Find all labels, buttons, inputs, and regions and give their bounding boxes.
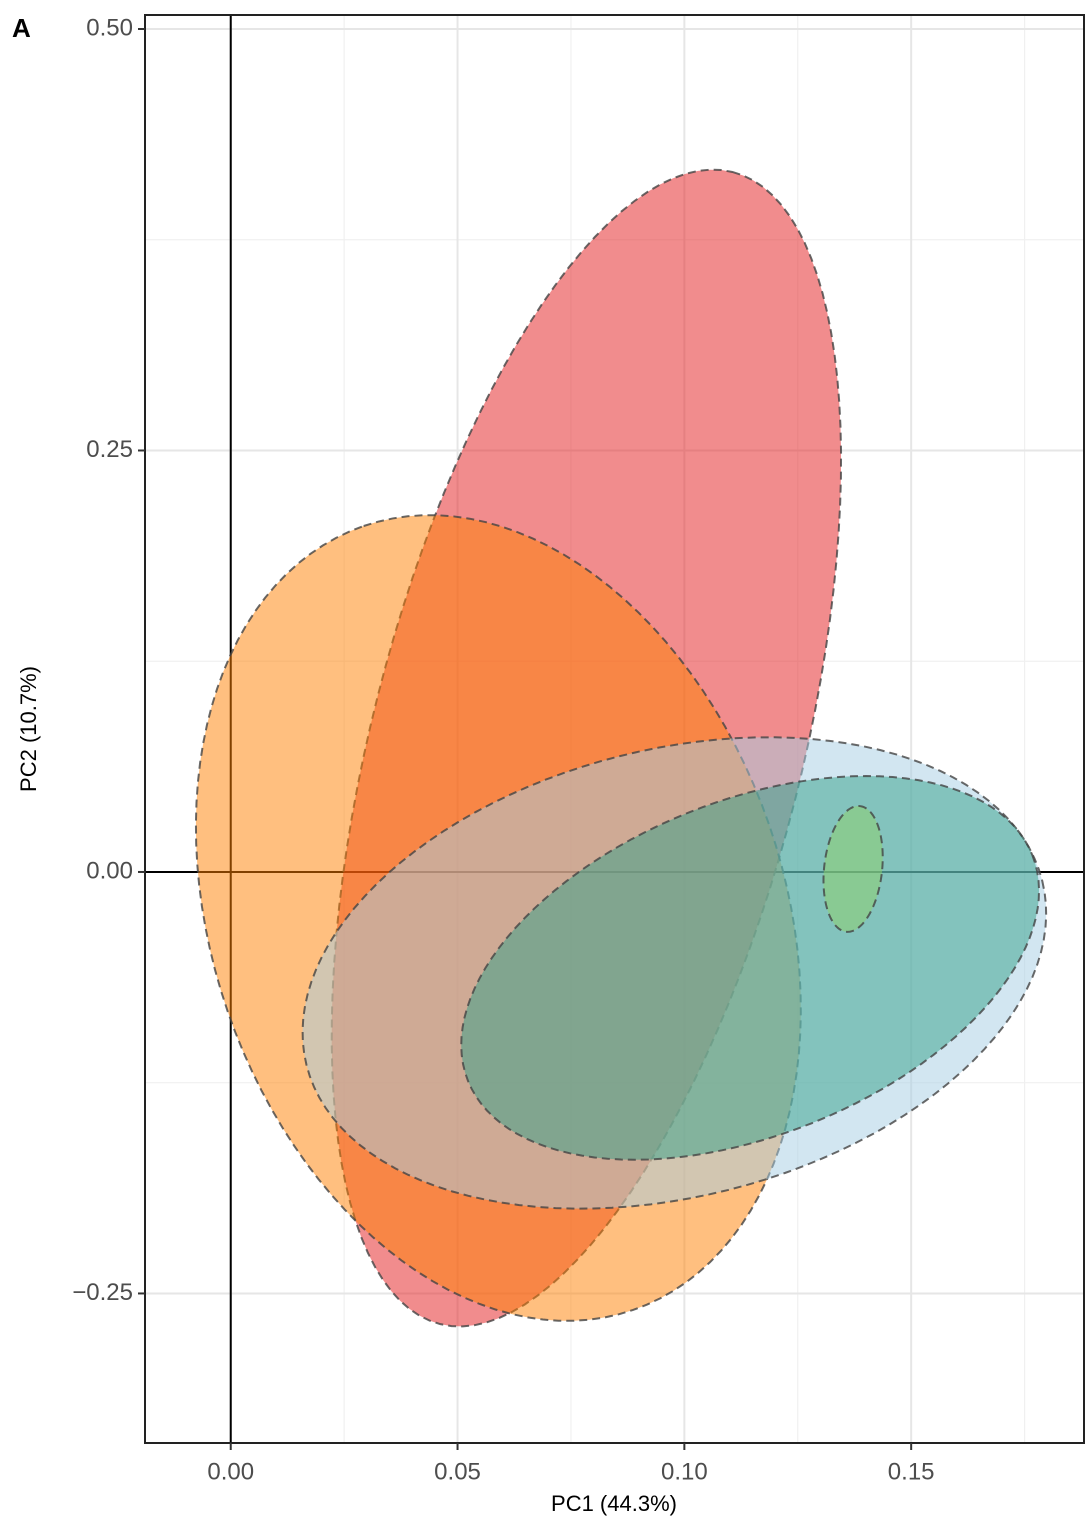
x-tick-label: 0.15 (888, 1458, 935, 1485)
y-tick-label: 0.50 (86, 14, 133, 41)
panel-label: A (12, 13, 31, 43)
y-axis-title: PC2 (10.7%) (16, 666, 41, 792)
x-tick-label: 0.10 (661, 1458, 708, 1485)
ellipse (460, 775, 1041, 1161)
x-tick-label: 0.05 (434, 1458, 481, 1485)
y-tick-label: 0.25 (86, 436, 133, 463)
x-tick-label: 0.00 (207, 1458, 254, 1485)
y-tick-label: −0.25 (72, 1279, 133, 1306)
y-tick-label: 0.00 (86, 857, 133, 884)
x-axis-title: PC1 (44.3%) (551, 1491, 677, 1516)
ellipse (822, 805, 884, 933)
plot-frame (144, 14, 1085, 1444)
